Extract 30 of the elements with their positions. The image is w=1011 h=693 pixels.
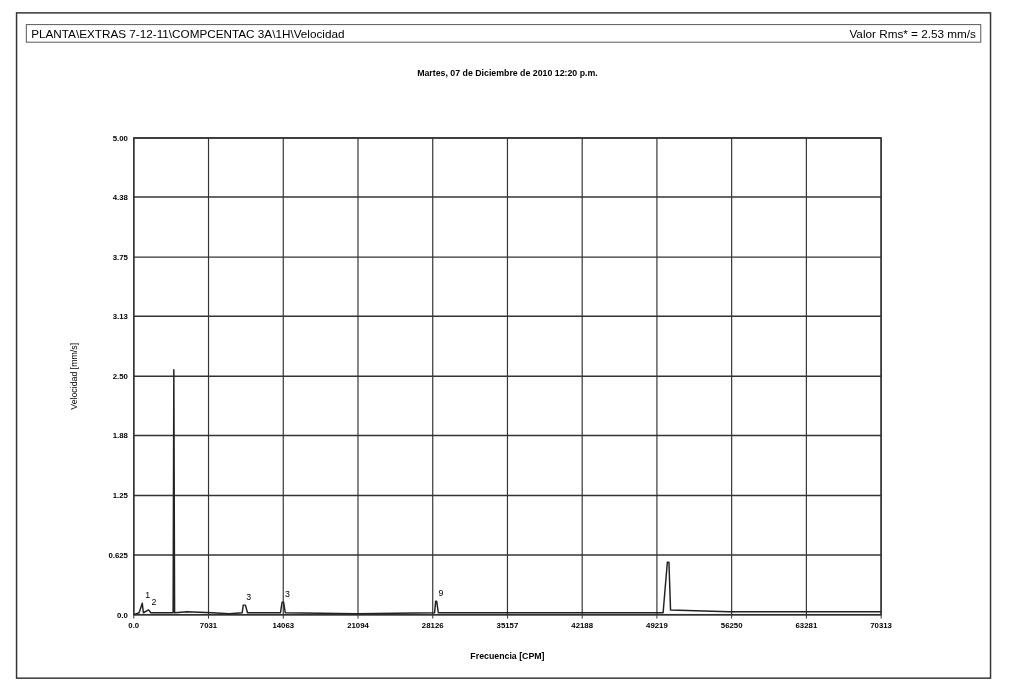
y-tick-label: 3.75 (112, 253, 129, 263)
y-tick-label: 0.0 (117, 610, 129, 620)
y-tick-label: 0.625 (108, 551, 129, 560)
x-tick-label: 42188 (571, 621, 594, 631)
y-tick-label: 2.50 (112, 372, 129, 382)
y-tick-label: 5.00 (112, 133, 129, 143)
x-tick-label: 7031 (199, 621, 218, 631)
y-tick-label: 1.88 (112, 431, 129, 441)
annotation: 1 (145, 590, 151, 601)
annotation: 2 (151, 597, 157, 608)
x-tick-label: 63281 (795, 621, 818, 631)
x-tick-label: 49219 (646, 621, 669, 631)
x-tick-label: 56250 (720, 621, 744, 631)
annotation: 3 (246, 592, 252, 603)
chart-title: PLANTA\EXTRAS 7-12-11\COMPCENTAC 3A\1H\Velocidad (31, 27, 345, 41)
text: Valor Rms* = 2.53 mm/s (849, 27, 977, 41)
x-axis-title: Frecuencia [CPM] (470, 650, 545, 661)
x-tick-label: 70313 (870, 621, 893, 631)
chart-subtitle: Martes, 07 de Diciembre de 2010 12:20 p.m. (417, 68, 598, 79)
x-tick-label: 35157 (496, 621, 519, 631)
y-tick-label: 1.25 (112, 491, 129, 501)
x-tick-label: 14063 (272, 621, 295, 631)
x-tick-label: 28126 (421, 621, 445, 631)
annotation: 3 (284, 589, 290, 600)
x-tick-label: 0.0 (128, 621, 140, 631)
y-tick-label: 4.38 (112, 192, 129, 202)
x-tick-label: 21094 (347, 621, 370, 631)
annotation: 9 (438, 588, 444, 599)
y-tick-label: 3.13 (112, 312, 129, 322)
y-axis-title: Velocidad [mm/s] (69, 342, 80, 410)
